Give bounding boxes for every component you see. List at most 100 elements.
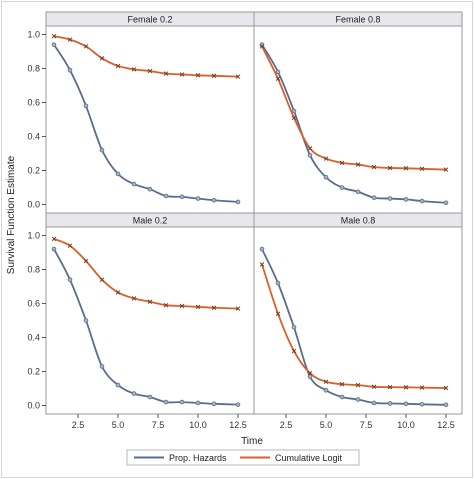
panel-frame-male-0-8 xyxy=(253,226,463,415)
x-tick-label-col1-2: 7.5 xyxy=(360,420,373,430)
data-point-cumulative-logit-female-0-2-0 xyxy=(51,33,57,39)
data-point-prop-hazards-male-0-2-7 xyxy=(163,399,169,405)
data-point-prop-hazards-female-0-2-10 xyxy=(211,197,217,203)
data-point-prop-hazards-female-0-2-5 xyxy=(131,181,137,187)
y-tick-label-male-0-2-4: 0.8 xyxy=(27,265,40,275)
data-point-prop-hazards-female-0-2-6 xyxy=(147,186,153,192)
x-tick-label-col1-1: 5.0 xyxy=(320,420,333,430)
data-point-cumulative-logit-male-0-8-11 xyxy=(443,385,449,391)
panel-frame-female-0-2 xyxy=(45,25,255,214)
data-point-cumulative-logit-female-0-8-7 xyxy=(371,164,377,170)
panel-frame-female-0-8 xyxy=(253,25,463,214)
data-point-cumulative-logit-male-0-8-6 xyxy=(355,382,361,388)
data-point-prop-hazards-male-0-8-0 xyxy=(259,246,265,252)
series-line-cumulative-logit-female-0-8 xyxy=(261,45,447,171)
data-point-cumulative-logit-male-0-2-11 xyxy=(235,306,241,311)
y-tick-label-female-0-2-2: 0.4 xyxy=(27,132,40,142)
data-point-prop-hazards-male-0-2-4 xyxy=(115,382,121,388)
legend-label-prop-hazards: Prop. Hazards xyxy=(169,453,227,463)
data-point-cumulative-logit-female-0-8-4 xyxy=(323,156,329,161)
data-point-cumulative-logit-male-0-8-3 xyxy=(307,370,313,376)
data-point-prop-hazards-male-0-2-10 xyxy=(211,401,217,407)
data-point-prop-hazards-male-0-2-3 xyxy=(99,364,105,369)
data-point-cumulative-logit-male-0-2-4 xyxy=(115,290,121,295)
x-tick-label-col0-3: 10.0 xyxy=(189,420,207,430)
data-point-cumulative-logit-male-0-8-7 xyxy=(371,384,377,390)
data-point-cumulative-logit-female-0-8-9 xyxy=(403,166,409,171)
data-point-prop-hazards-female-0-8-9 xyxy=(403,197,409,202)
data-point-cumulative-logit-female-0-8-8 xyxy=(387,165,393,171)
data-point-cumulative-logit-female-0-2-2 xyxy=(83,44,89,49)
data-point-prop-hazards-male-0-2-0 xyxy=(51,246,57,252)
data-point-cumulative-logit-male-0-2-5 xyxy=(131,296,137,301)
data-point-cumulative-logit-female-0-2-9 xyxy=(195,73,201,78)
x-axis-title: Time xyxy=(241,436,263,447)
data-point-cumulative-logit-female-0-8-10 xyxy=(419,166,425,172)
data-point-cumulative-logit-male-0-2-3 xyxy=(99,277,105,282)
data-point-cumulative-logit-female-0-8-5 xyxy=(339,160,345,166)
data-point-prop-hazards-female-0-8-11 xyxy=(443,200,449,206)
panel-title-female-0-8: Female 0.8 xyxy=(335,15,380,25)
data-point-cumulative-logit-male-0-2-1 xyxy=(67,243,73,248)
data-point-prop-hazards-male-0-8-5 xyxy=(339,394,345,400)
data-point-cumulative-logit-female-0-2-10 xyxy=(211,73,217,79)
data-point-prop-hazards-male-0-8-8 xyxy=(387,401,393,406)
data-point-prop-hazards-female-0-8-1 xyxy=(275,69,281,75)
data-point-prop-hazards-male-0-2-1 xyxy=(67,277,73,283)
data-point-prop-hazards-male-0-2-8 xyxy=(179,399,185,405)
data-point-cumulative-logit-male-0-2-0 xyxy=(51,236,57,242)
data-point-prop-hazards-male-0-2-2 xyxy=(83,318,89,323)
y-tick-label-female-0-2-4: 0.8 xyxy=(27,64,40,74)
data-point-cumulative-logit-female-0-2-7 xyxy=(163,71,169,76)
data-point-prop-hazards-female-0-8-6 xyxy=(355,189,361,195)
x-tick-label-col1-4: 12.5 xyxy=(437,420,455,430)
x-tick-label-col0-4: 12.5 xyxy=(229,420,247,430)
x-tick-label-col0-1: 5.0 xyxy=(112,420,125,430)
data-point-cumulative-logit-female-0-8-6 xyxy=(355,162,361,167)
data-point-cumulative-logit-female-0-2-8 xyxy=(179,72,185,77)
data-point-prop-hazards-female-0-2-0 xyxy=(51,42,57,47)
x-tick-label-col0-0: 2.5 xyxy=(72,420,85,430)
data-point-prop-hazards-female-0-2-11 xyxy=(235,199,241,205)
data-point-cumulative-logit-male-0-8-2 xyxy=(291,348,297,354)
data-point-prop-hazards-male-0-2-9 xyxy=(195,400,201,406)
y-tick-label-female-0-2-0: 0.0 xyxy=(27,200,40,210)
data-point-prop-hazards-female-0-2-7 xyxy=(163,193,169,199)
data-point-prop-hazards-male-0-8-6 xyxy=(355,397,361,402)
data-point-cumulative-logit-male-0-2-8 xyxy=(179,303,185,309)
data-point-prop-hazards-female-0-8-5 xyxy=(339,185,345,190)
data-point-prop-hazards-male-0-8-2 xyxy=(291,324,297,330)
data-point-cumulative-logit-female-0-8-1 xyxy=(275,76,281,81)
data-point-cumulative-logit-male-0-2-2 xyxy=(83,258,89,264)
data-point-prop-hazards-female-0-2-1 xyxy=(67,67,73,73)
y-axis-title: Survival Function Estimate xyxy=(6,155,17,274)
x-tick-label-col1-0: 2.5 xyxy=(280,420,293,430)
data-point-prop-hazards-male-0-8-1 xyxy=(275,280,281,286)
panel-title-female-0-2: Female 0.2 xyxy=(127,15,172,25)
data-point-cumulative-logit-male-0-8-5 xyxy=(339,381,345,387)
data-point-prop-hazards-male-0-2-5 xyxy=(131,391,137,396)
data-point-cumulative-logit-male-0-2-6 xyxy=(147,299,153,305)
data-point-prop-hazards-male-0-8-11 xyxy=(443,402,449,408)
data-point-cumulative-logit-female-0-2-5 xyxy=(131,67,137,72)
x-tick-label-col1-3: 10.0 xyxy=(397,420,415,430)
y-tick-label-female-0-2-3: 0.6 xyxy=(27,98,40,108)
y-tick-label-male-0-2-0: 0.0 xyxy=(27,401,40,411)
data-point-prop-hazards-male-0-2-11 xyxy=(235,402,241,407)
data-point-cumulative-logit-male-0-2-7 xyxy=(163,302,169,308)
x-tick-label-col0-2: 7.5 xyxy=(152,420,165,430)
data-point-cumulative-logit-male-0-8-8 xyxy=(387,384,393,390)
data-point-cumulative-logit-female-0-8-0 xyxy=(259,44,265,49)
data-point-cumulative-logit-female-0-8-11 xyxy=(443,167,449,172)
data-point-cumulative-logit-male-0-8-0 xyxy=(259,262,265,267)
data-point-prop-hazards-female-0-8-10 xyxy=(419,198,425,204)
data-point-prop-hazards-male-0-2-6 xyxy=(147,394,153,400)
data-point-prop-hazards-female-0-8-4 xyxy=(323,175,329,180)
data-point-prop-hazards-female-0-8-3 xyxy=(307,152,313,158)
data-point-prop-hazards-female-0-2-2 xyxy=(83,103,89,109)
data-point-prop-hazards-male-0-8-7 xyxy=(371,400,377,406)
data-point-cumulative-logit-female-0-2-4 xyxy=(115,63,121,69)
data-point-prop-hazards-male-0-8-4 xyxy=(323,387,329,393)
panel-title-male-0-8: Male 0.8 xyxy=(341,216,376,226)
